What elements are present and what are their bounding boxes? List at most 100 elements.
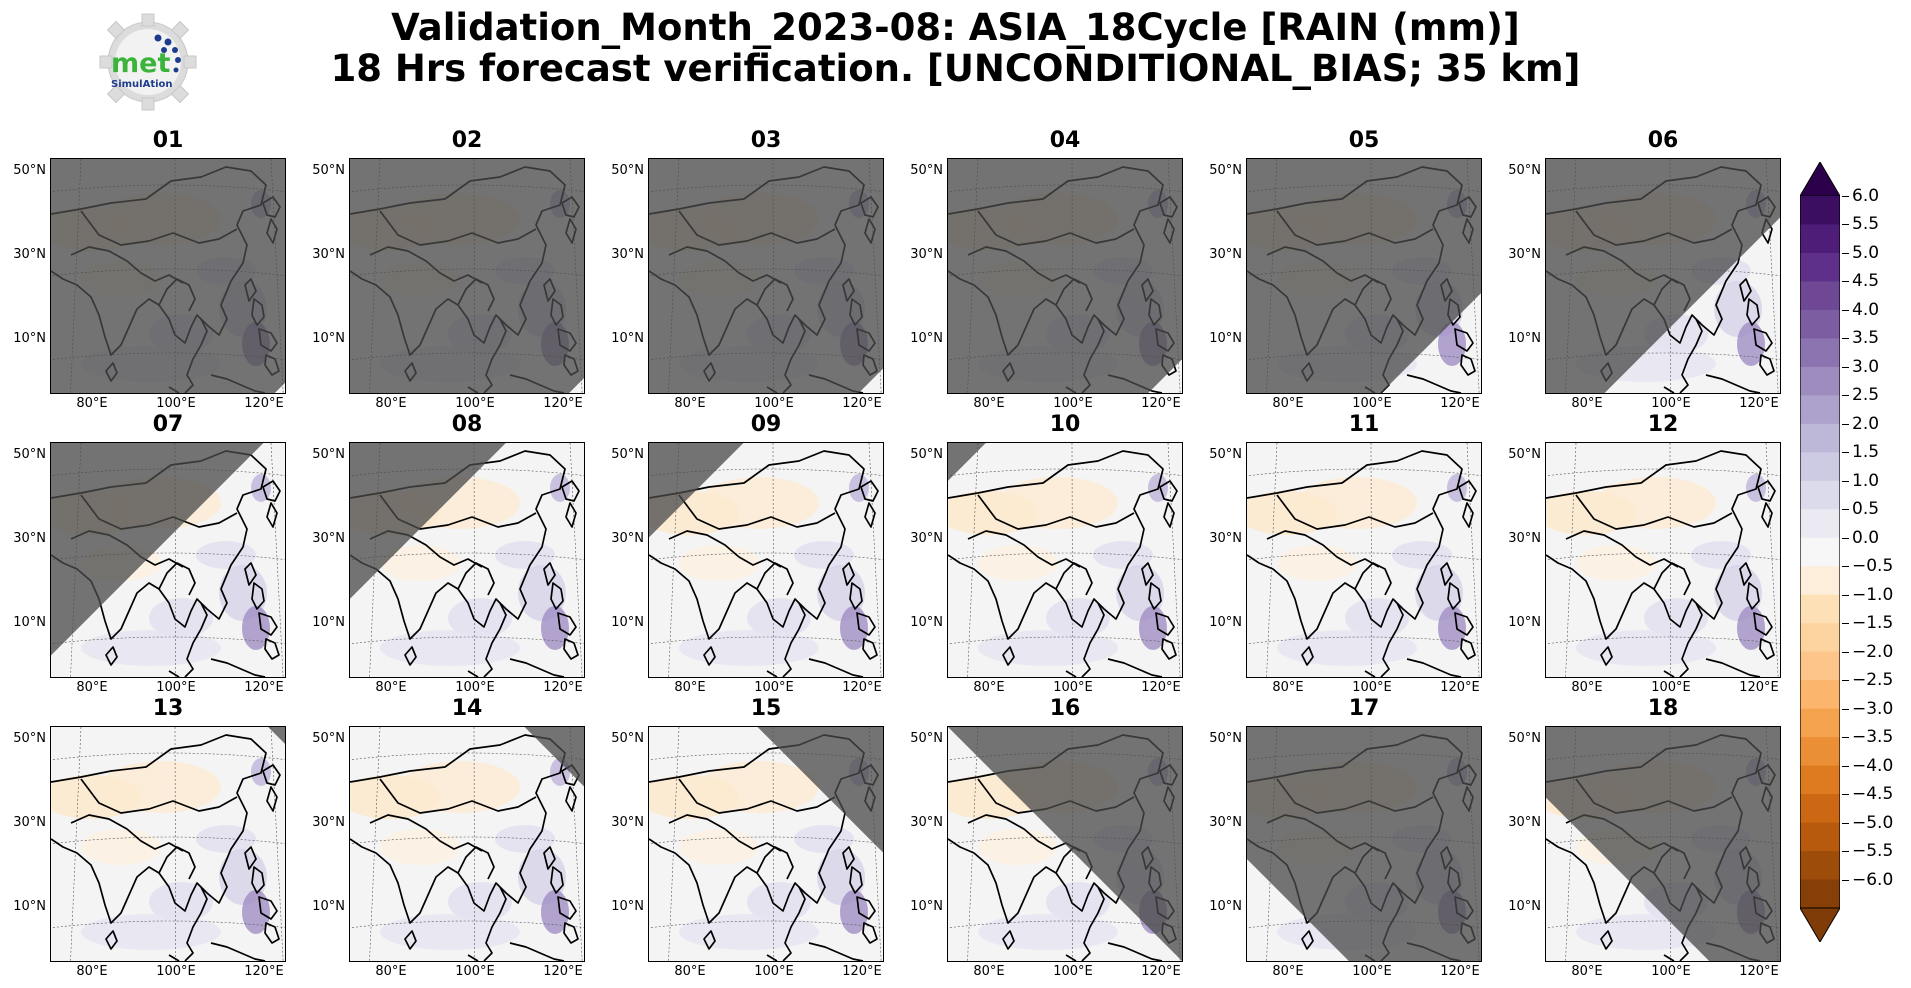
forecast-map-panel [349,442,585,678]
lat-tick-label: 10°N [1209,331,1242,346]
panel-title: 13 [152,696,184,721]
lat-tick-label: 30°N [910,247,943,262]
forecast-map-panel [648,158,884,394]
lon-tick-label: 80°E [76,680,108,695]
lon-tick-label: 120°E [1440,396,1480,411]
panel-title: 15 [750,696,782,721]
graticule [1546,443,1780,677]
lon-tick-label: 80°E [973,680,1005,695]
night-shade [350,443,506,599]
lat-tick-label: 10°N [13,331,46,346]
lat-tick-label: 30°N [13,531,46,546]
panel-title: 08 [451,412,483,437]
lon-tick-label: 80°E [1571,396,1603,411]
colorbar-tick-label: 4.5 [1841,271,1880,292]
lat-tick-label: 50°N [312,447,345,462]
colorbar-segment [1800,509,1840,539]
lon-tick-label: 80°E [375,680,407,695]
colorbar-tick-label: −3.0 [1841,698,1894,719]
panel-title: 03 [750,128,782,153]
colorbar-segment [1800,765,1840,795]
lat-tick-label: 50°N [1508,163,1541,178]
figure-title-line1: Validation_Month_2023-08: ASIA_18Cycle [… [391,6,1520,49]
colorbar-segment [1800,708,1840,738]
lat-tick-label: 10°N [611,331,644,346]
bias-field [649,474,869,666]
forecast-map-panel [1246,158,1482,394]
colorbar-tick-label: 0.5 [1841,499,1880,520]
coastlines [948,450,1178,677]
lon-tick-label: 120°E [1141,680,1181,695]
lon-tick-label: 80°E [76,396,108,411]
colorbar-segment [1800,281,1840,311]
lat-tick-label: 30°N [611,815,644,830]
forecast-map-panel [648,442,884,678]
lon-tick-label: 120°E [842,396,882,411]
bias-field [350,758,570,950]
lat-tick-label: 10°N [312,615,345,630]
lat-tick-label: 50°N [611,731,644,746]
lon-tick-label: 120°E [244,680,284,695]
lon-tick-label: 80°E [1571,964,1603,979]
night-shade [1546,159,1780,393]
panel-title: 09 [750,412,782,437]
lon-tick-label: 120°E [1440,964,1480,979]
colorbar-extend-top [1800,162,1840,197]
colorbar-segment [1800,680,1840,710]
lon-tick-label: 120°E [543,964,583,979]
lon-tick-label: 80°E [1272,396,1304,411]
colorbar-segment [1800,651,1840,681]
colorbar [1800,162,1840,942]
colorbar-tick-label: 2.5 [1841,385,1880,406]
colorbar-segment [1800,423,1840,453]
graticule [51,727,285,961]
lat-tick-label: 50°N [13,163,46,178]
colorbar-segment [1800,338,1840,368]
lat-tick-label: 30°N [611,247,644,262]
panel-title: 18 [1647,696,1679,721]
panel-title: 14 [451,696,483,721]
night-shade [51,443,264,656]
lon-tick-label: 100°E [1651,396,1691,411]
lat-tick-label: 10°N [312,331,345,346]
lon-tick-label: 100°E [1053,396,1093,411]
lat-tick-label: 50°N [1209,163,1242,178]
panel-title: 05 [1348,128,1380,153]
lat-tick-label: 10°N [13,615,46,630]
lat-tick-label: 50°N [13,447,46,462]
panel-title: 07 [152,412,184,437]
lon-tick-label: 80°E [1571,680,1603,695]
colorbar-segment [1800,794,1840,824]
panel-title: 16 [1049,696,1081,721]
coastlines [649,734,879,961]
lat-tick-label: 30°N [1209,247,1242,262]
lat-tick-label: 30°N [1508,531,1541,546]
bias-field [350,474,570,666]
colorbar-tick-label: 2.0 [1841,413,1880,434]
forecast-map-panel [50,158,286,394]
lon-tick-label: 80°E [1272,964,1304,979]
lon-tick-label: 100°E [1651,964,1691,979]
lat-tick-label: 50°N [910,447,943,462]
colorbar-segment [1800,879,1840,909]
forecast-map-panel [1545,158,1781,394]
lon-tick-label: 120°E [1739,396,1779,411]
forecast-map-panel [349,726,585,962]
colorbar-tick-label: 1.5 [1841,442,1880,463]
lon-tick-label: 100°E [1053,964,1093,979]
forecast-map-panel [50,442,286,678]
lon-tick-label: 100°E [156,964,196,979]
coastlines [1546,450,1776,677]
lon-tick-label: 100°E [455,680,495,695]
night-shade [757,727,883,853]
night-shade [51,159,285,393]
colorbar-tick-label: −2.5 [1841,670,1894,691]
lat-tick-label: 10°N [910,899,943,914]
bias-field [1247,474,1467,666]
colorbar-segment [1800,395,1840,425]
colorbar-segment [1800,452,1840,482]
colorbar-tick-label: −3.5 [1841,727,1894,748]
lon-tick-label: 120°E [543,396,583,411]
lat-tick-label: 50°N [1508,731,1541,746]
coastlines [350,734,580,961]
